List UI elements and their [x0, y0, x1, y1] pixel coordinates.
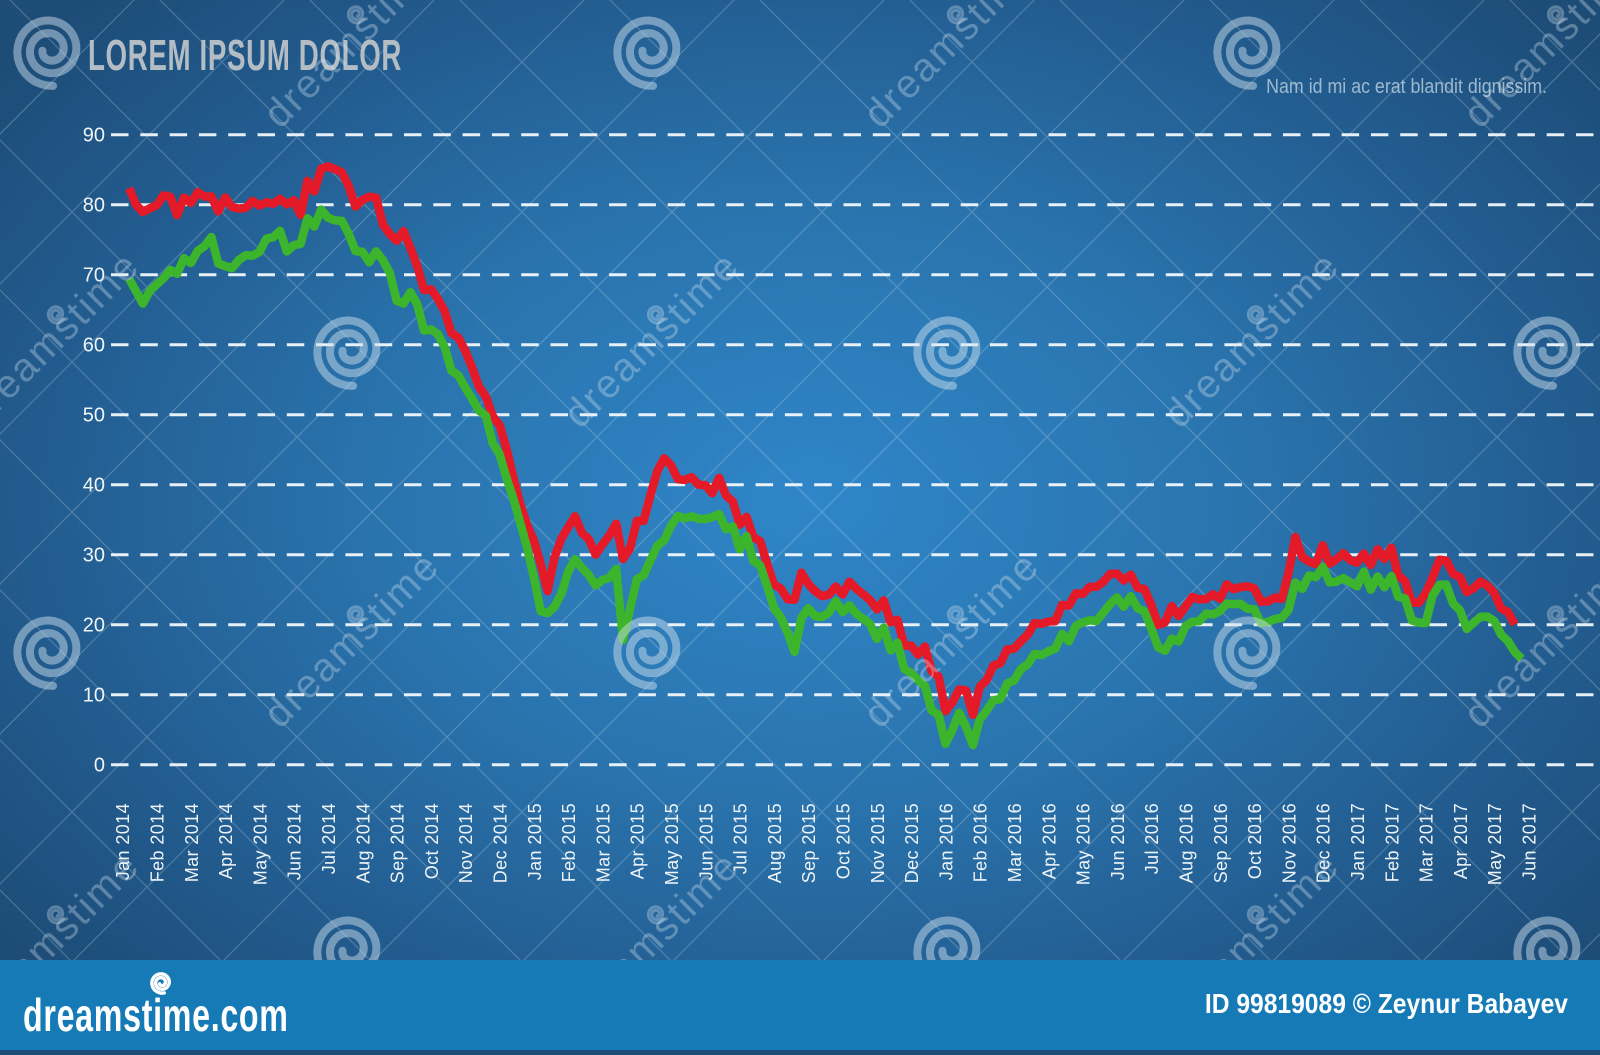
svg-text:Dec 2016: Dec 2016: [1314, 803, 1334, 883]
svg-text:Jan 2015: Jan 2015: [525, 803, 545, 880]
svg-text:Aug 2014: Aug 2014: [353, 803, 373, 883]
svg-text:ID 99819089 © Zeynur Babayev: ID 99819089 © Zeynur Babayev: [1205, 988, 1568, 1020]
svg-text:Feb 2014: Feb 2014: [148, 803, 168, 882]
svg-text:Apr 2016: Apr 2016: [1039, 803, 1059, 879]
svg-text:Mar 2015: Mar 2015: [593, 803, 613, 882]
svg-text:May 2014: May 2014: [250, 803, 270, 885]
svg-text:Jun 2017: Jun 2017: [1520, 803, 1540, 880]
svg-text:10: 10: [83, 684, 105, 706]
svg-text:Sep 2014: Sep 2014: [388, 803, 408, 883]
svg-text:60: 60: [83, 334, 105, 356]
svg-text:90: 90: [83, 124, 105, 146]
svg-text:Jul 2014: Jul 2014: [319, 803, 339, 874]
svg-text:40: 40: [83, 474, 105, 496]
svg-text:Jan 2014: Jan 2014: [113, 803, 133, 880]
svg-text:Sep 2015: Sep 2015: [799, 803, 819, 883]
svg-text:Jan 2017: Jan 2017: [1348, 803, 1368, 880]
svg-text:Jun 2016: Jun 2016: [1108, 803, 1128, 880]
svg-text:Jun 2015: Jun 2015: [696, 803, 716, 880]
svg-text:Apr 2014: Apr 2014: [216, 803, 236, 879]
svg-text:Jul 2016: Jul 2016: [1142, 803, 1162, 874]
svg-text:May 2017: May 2017: [1485, 803, 1505, 885]
svg-text:20: 20: [83, 614, 105, 636]
svg-text:Nov 2015: Nov 2015: [868, 803, 888, 883]
svg-text:LOREM IPSUM DOLOR: LOREM IPSUM DOLOR: [88, 31, 402, 80]
svg-text:Aug 2015: Aug 2015: [765, 803, 785, 883]
svg-text:30: 30: [83, 544, 105, 566]
svg-text:Dec 2015: Dec 2015: [902, 803, 922, 883]
svg-text:Feb 2016: Feb 2016: [971, 803, 991, 882]
svg-text:Oct 2015: Oct 2015: [834, 803, 854, 879]
svg-text:May 2015: May 2015: [662, 803, 682, 885]
svg-text:dreamstime.com: dreamstime.com: [23, 990, 289, 1041]
svg-text:Oct 2016: Oct 2016: [1245, 803, 1265, 879]
svg-text:Feb 2015: Feb 2015: [559, 803, 579, 882]
svg-text:80: 80: [83, 194, 105, 216]
svg-text:Sep 2016: Sep 2016: [1211, 803, 1231, 883]
svg-text:Mar 2016: Mar 2016: [1005, 803, 1025, 882]
svg-text:Mar 2017: Mar 2017: [1417, 803, 1437, 882]
svg-text:Dec 2014: Dec 2014: [491, 803, 511, 883]
svg-text:May 2016: May 2016: [1074, 803, 1094, 885]
svg-text:Jan 2016: Jan 2016: [936, 803, 956, 880]
svg-text:Jul 2015: Jul 2015: [731, 803, 751, 874]
svg-text:70: 70: [83, 264, 105, 286]
svg-text:Nam id mi ac erat blandit dign: Nam id mi ac erat blandit dignissim.: [1266, 76, 1547, 98]
svg-text:Oct 2014: Oct 2014: [422, 803, 442, 879]
svg-text:Feb 2017: Feb 2017: [1382, 803, 1402, 882]
svg-text:50: 50: [83, 404, 105, 426]
svg-text:Mar 2014: Mar 2014: [182, 803, 202, 882]
svg-text:Nov 2016: Nov 2016: [1279, 803, 1299, 883]
svg-text:Jun 2014: Jun 2014: [285, 803, 305, 880]
svg-text:Aug 2016: Aug 2016: [1177, 803, 1197, 883]
svg-text:Apr 2015: Apr 2015: [628, 803, 648, 879]
svg-text:Apr 2017: Apr 2017: [1451, 803, 1471, 879]
svg-text:0: 0: [94, 754, 105, 776]
svg-text:Nov 2014: Nov 2014: [456, 803, 476, 883]
